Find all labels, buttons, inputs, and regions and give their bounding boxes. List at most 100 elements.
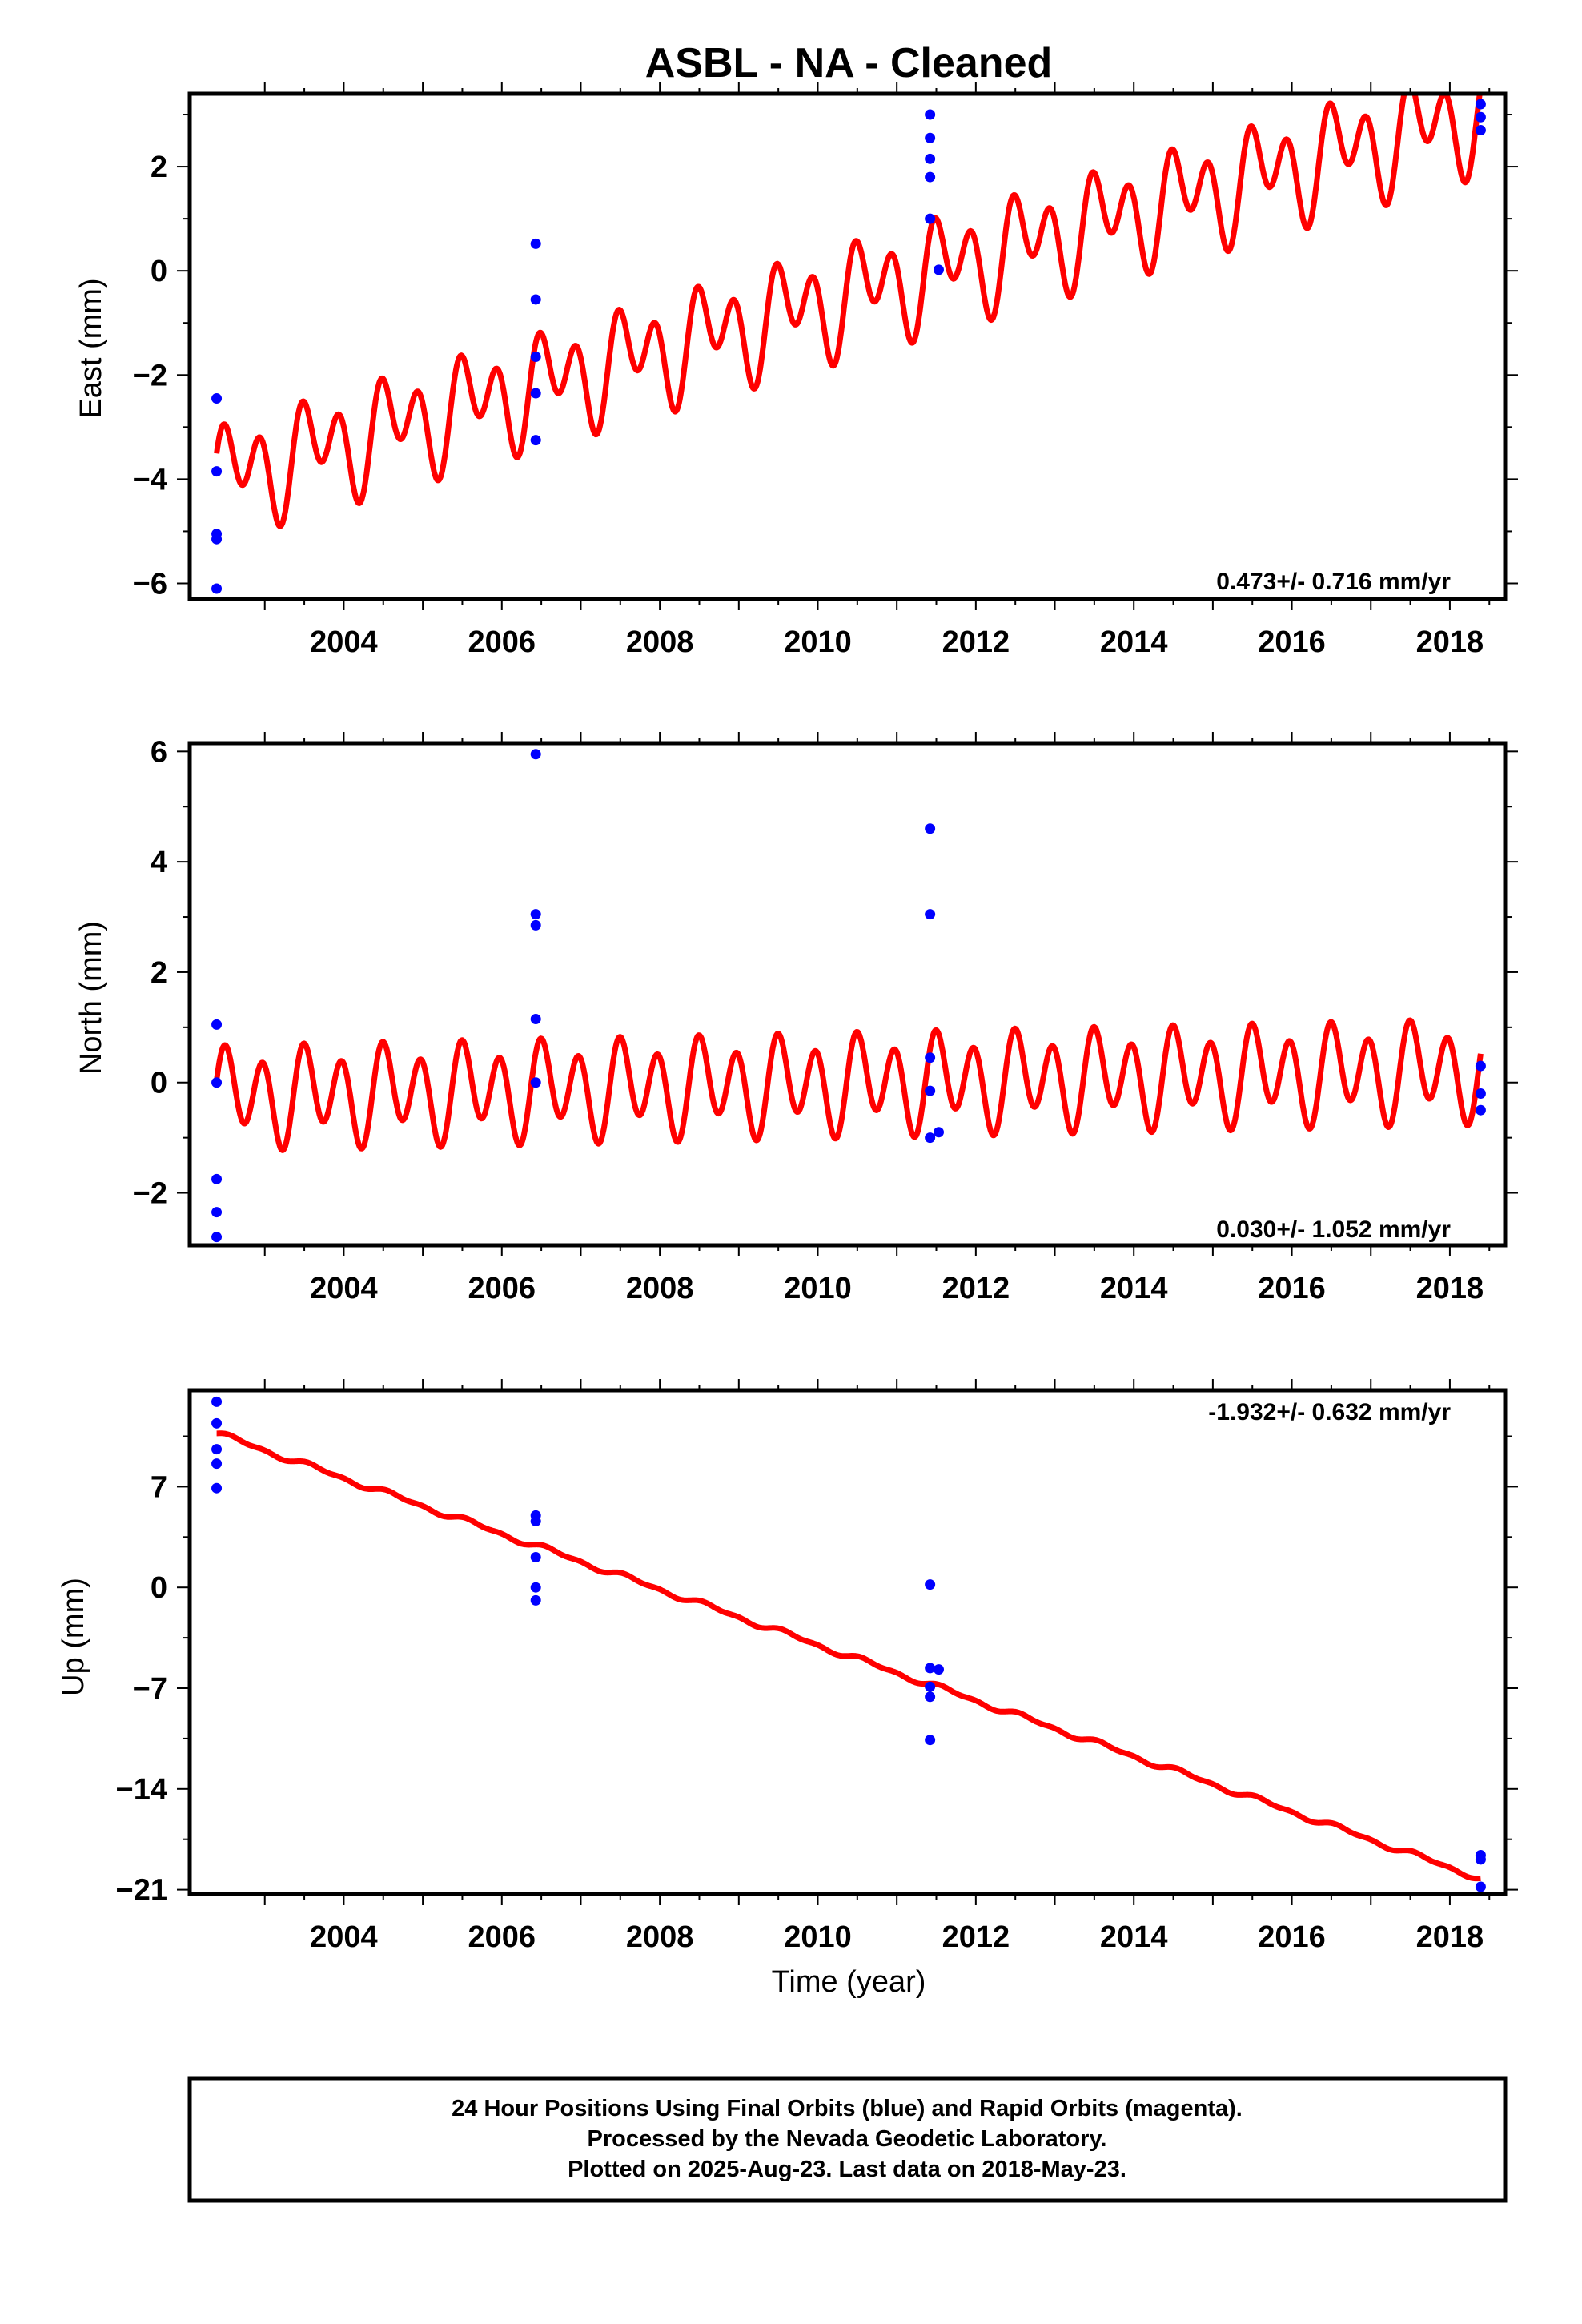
east-data-point [1475, 99, 1486, 110]
north-model-curve [214, 1017, 1484, 1153]
up-frame [187, 1388, 1508, 1896]
east-xtick-label: 2006 [468, 625, 536, 659]
east-ytick-label: 0 [151, 255, 167, 288]
east-data-point [1475, 125, 1486, 136]
up-plot-frame [187, 1388, 1508, 1896]
north-data-point [530, 909, 541, 920]
footer-line-2: Processed by the Nevada Geodetic Laborat… [588, 2126, 1107, 2152]
north-data-point [211, 1173, 223, 1184]
chart-title: ASBL - NA - Cleaned [645, 40, 1053, 86]
north-ytick-label: 2 [151, 956, 167, 990]
east-data-point [925, 153, 936, 164]
up-data-point [530, 1594, 541, 1606]
up-xtick-label: 2012 [942, 1920, 1010, 1954]
north-data-point [1475, 1060, 1486, 1072]
east-ytick-label: 2 [151, 151, 167, 184]
footer-frame [187, 2076, 1508, 2203]
north-ytick-label: 4 [151, 846, 167, 879]
north-xtick-label: 2006 [468, 1272, 536, 1305]
north-data-point [530, 1014, 541, 1025]
up-ytick-label: 7 [151, 1470, 167, 1504]
east-xtick-label: 2016 [1258, 625, 1326, 659]
east-rate-label: 0.473+/- 0.716 mm/yr [1216, 569, 1451, 595]
east-data-point [530, 435, 541, 446]
east-xtick-label: 2018 [1416, 625, 1484, 659]
east-data-points [211, 99, 1486, 594]
footer-line-3: Plotted on 2025-Aug-23. Last data on 201… [568, 2157, 1126, 2182]
up-ytick-label: −14 [116, 1773, 167, 1807]
up-data-point [211, 1482, 223, 1494]
east-data-point [925, 132, 936, 143]
up-rate-label: -1.932+/- 0.632 mm/yr [1208, 1399, 1451, 1425]
up-ytick-label: 0 [151, 1571, 167, 1605]
north-plot-frame [187, 741, 1508, 1248]
up-data-point [211, 1396, 223, 1407]
up-tick-labels: 2004 2006 2008 2010 2012 2014 2016 2018 −21 −14 −7… [116, 1470, 1484, 1954]
up-data-point [933, 1664, 944, 1675]
east-frame [187, 91, 1508, 601]
north-data-point [925, 1085, 936, 1096]
up-data-point [925, 1579, 936, 1590]
north-data-point [1475, 1088, 1486, 1100]
up-data-point [925, 1663, 936, 1674]
north-data-point [933, 1127, 944, 1138]
north-data-point [530, 749, 541, 760]
north-xtick-label: 2018 [1416, 1272, 1484, 1305]
up-data-point [211, 1417, 223, 1429]
x-axis-label: Time (year) [772, 1965, 926, 1999]
east-data-point [530, 388, 541, 399]
up-ylabel: Up (mm) [57, 1578, 90, 1696]
north-xtick-label: 2012 [942, 1272, 1010, 1305]
east-model-curve [214, 94, 1483, 529]
up-grid-ticks [177, 1379, 1518, 1905]
east-tick-labels: 2004 2006 2008 2010 2012 2014 2016 2018 −6 −4 −2 0 2 [133, 151, 1484, 659]
up-xtick-label: 2010 [784, 1920, 852, 1954]
east-plot-frame [187, 91, 1508, 601]
north-xtick-label: 2010 [784, 1272, 852, 1305]
north-data-point [211, 1019, 223, 1030]
east-data-point [211, 466, 223, 477]
north-panel: 2004 2006 2008 2010 2012 2014 2016 2018 −2 0 2 4 6 N… [74, 732, 1518, 1305]
north-data-point [530, 919, 541, 931]
east-data-point [925, 213, 936, 224]
up-ytick-label: −7 [133, 1672, 167, 1706]
east-data-point [933, 264, 944, 275]
north-xtick-label: 2004 [310, 1272, 378, 1305]
east-data-point [530, 238, 541, 249]
up-model-curve [215, 1430, 1483, 1882]
north-xtick-label: 2008 [626, 1272, 694, 1305]
up-data-point [925, 1735, 936, 1746]
up-data-point [211, 1458, 223, 1470]
east-xtick-label: 2004 [310, 625, 378, 659]
north-data-point [530, 1077, 541, 1088]
up-data-point [211, 1444, 223, 1455]
up-data-point [530, 1551, 541, 1562]
north-tick-labels: 2004 2006 2008 2010 2012 2014 2016 2018 −2 0 2 4 6 [133, 735, 1484, 1305]
up-xtick-label: 2006 [468, 1920, 536, 1954]
up-data-point [925, 1691, 936, 1703]
north-data-point [925, 1052, 936, 1063]
east-ytick-label: −2 [133, 359, 167, 392]
up-xtick-label: 2008 [626, 1920, 694, 1954]
north-grid-ticks [177, 732, 1518, 1256]
east-xtick-label: 2010 [784, 625, 852, 659]
east-data-point [211, 533, 223, 545]
east-data-point [925, 109, 936, 120]
north-frame [187, 741, 1508, 1248]
east-data-point [530, 294, 541, 305]
north-data-points [211, 749, 1486, 1243]
north-data-point [211, 1077, 223, 1088]
up-xtick-label: 2004 [310, 1920, 378, 1954]
east-ytick-label: −6 [133, 567, 167, 601]
up-data-point [530, 1582, 541, 1593]
north-xtick-label: 2014 [1100, 1272, 1168, 1305]
up-panel: 2004 2006 2008 2010 2012 2014 2016 2018 −21 −14 −7… [57, 1379, 1518, 1954]
east-xtick-label: 2008 [626, 625, 694, 659]
footer-box: 24 Hour Positions Using Final Orbits (bl… [187, 2076, 1508, 2203]
up-data-point [925, 1681, 936, 1692]
north-ylabel: North (mm) [74, 921, 108, 1075]
east-xtick-label: 2012 [942, 625, 1010, 659]
east-data-point [211, 583, 223, 594]
east-panel: 2004 2006 2008 2010 2012 2014 2016 2018−6−4−202… [74, 82, 1518, 659]
